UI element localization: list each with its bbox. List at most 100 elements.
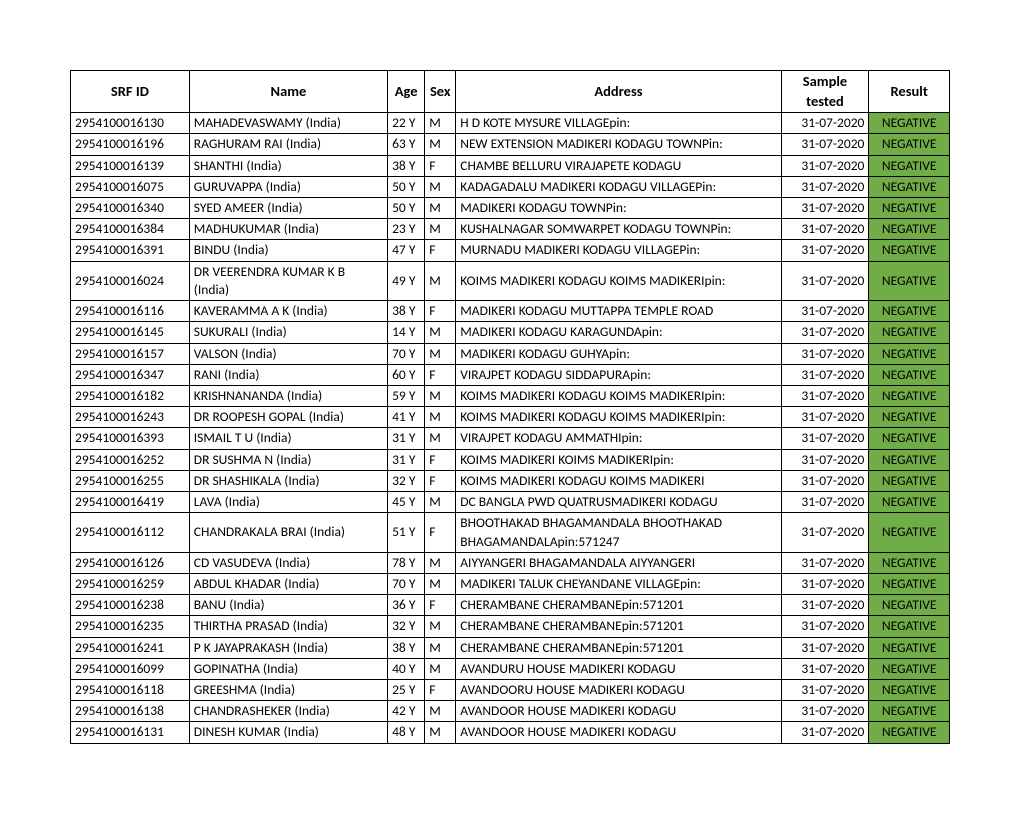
table-row: 2954100016138CHANDRASHEKER (India)42 YMA…: [71, 701, 950, 722]
cell-srf: 2954100016130: [71, 113, 190, 134]
cell-result: NEGATIVE: [869, 219, 950, 240]
cell-sex: M: [425, 407, 456, 428]
cell-name: SYED AMEER (India): [189, 198, 387, 219]
cell-age: 42 Y: [388, 701, 425, 722]
cell-sex: M: [425, 385, 456, 406]
cell-age: 41 Y: [388, 407, 425, 428]
cell-name: CHANDRASHEKER (India): [189, 701, 387, 722]
cell-address: MADIKERI KODAGU MUTTAPPA TEMPLE ROAD: [456, 301, 781, 322]
cell-result: NEGATIVE: [869, 470, 950, 491]
cell-srf: 2954100016139: [71, 155, 190, 176]
table-row: 2954100016393ISMAIL T U (India)31 YMVIRA…: [71, 428, 950, 449]
table-row: 2954100016075GURUVAPPA (India)50 YMKADAG…: [71, 176, 950, 197]
cell-age: 31 Y: [388, 428, 425, 449]
cell-name: DINESH KUMAR (India): [189, 722, 387, 743]
cell-address: MADIKERI KODAGU TOWNPin:: [456, 198, 781, 219]
cell-srf: 2954100016126: [71, 552, 190, 573]
cell-address: CHERAMBANE CHERAMBANEpin:571201: [456, 637, 781, 658]
table-row: 2954100016099GOPINATHA (India)40 YMAVAND…: [71, 658, 950, 679]
cell-address: NEW EXTENSION MADIKERI KODAGU TOWNPin:: [456, 134, 781, 155]
col-header-age: Age: [388, 71, 425, 113]
cell-srf: 2954100016112: [71, 513, 190, 552]
col-header-srf: SRF ID: [71, 71, 190, 113]
cell-srf: 2954100016259: [71, 573, 190, 594]
cell-srf: 2954100016024: [71, 261, 190, 300]
cell-name: BANU (India): [189, 595, 387, 616]
table-row: 2954100016391BINDU (India)47 YFMURNADU M…: [71, 240, 950, 261]
cell-srf: 2954100016340: [71, 198, 190, 219]
cell-address: MADIKERI TALUK CHEYANDANE VILLAGEpin:: [456, 573, 781, 594]
cell-sex: M: [425, 428, 456, 449]
cell-result: NEGATIVE: [869, 573, 950, 594]
cell-address: KADAGADALU MADIKERI KODAGU VILLAGEPin:: [456, 176, 781, 197]
cell-sample-date: 31-07-2020: [781, 113, 869, 134]
cell-age: 22 Y: [388, 113, 425, 134]
cell-srf: 2954100016419: [71, 492, 190, 513]
cell-result: NEGATIVE: [869, 595, 950, 616]
cell-sex: F: [425, 595, 456, 616]
cell-sex: M: [425, 616, 456, 637]
cell-result: NEGATIVE: [869, 155, 950, 176]
cell-sex: F: [425, 513, 456, 552]
cell-result: NEGATIVE: [869, 343, 950, 364]
cell-result: NEGATIVE: [869, 701, 950, 722]
col-header-name: Name: [189, 71, 387, 113]
table-row: 2954100016130MAHADEVASWAMY (India)22 YMH…: [71, 113, 950, 134]
cell-sex: M: [425, 198, 456, 219]
cell-result: NEGATIVE: [869, 261, 950, 300]
table-row: 2954100016259ABDUL KHADAR (India)70 YMMA…: [71, 573, 950, 594]
cell-name: ISMAIL T U (India): [189, 428, 387, 449]
cell-address: KOIMS MADIKERI KOIMS MADIKERIpin:: [456, 449, 781, 470]
cell-address: MADIKERI KODAGU KARAGUNDApin:: [456, 322, 781, 343]
cell-sex: M: [425, 113, 456, 134]
cell-result: NEGATIVE: [869, 552, 950, 573]
cell-address: CHERAMBANE CHERAMBANEpin:571201: [456, 595, 781, 616]
cell-result: NEGATIVE: [869, 198, 950, 219]
cell-age: 25 Y: [388, 680, 425, 701]
cell-sex: M: [425, 343, 456, 364]
cell-age: 47 Y: [388, 240, 425, 261]
cell-age: 32 Y: [388, 470, 425, 491]
table-row: 2954100016238BANU (India)36 YFCHERAMBANE…: [71, 595, 950, 616]
cell-srf: 2954100016347: [71, 364, 190, 385]
cell-sex: M: [425, 322, 456, 343]
cell-result: NEGATIVE: [869, 407, 950, 428]
cell-address: AVANDOOR HOUSE MADIKERI KODAGU: [456, 701, 781, 722]
cell-age: 50 Y: [388, 176, 425, 197]
cell-name: GOPINATHA (India): [189, 658, 387, 679]
cell-srf: 2954100016145: [71, 322, 190, 343]
cell-address: AVANDURU HOUSE MADIKERI KODAGU: [456, 658, 781, 679]
cell-sample-date: 31-07-2020: [781, 470, 869, 491]
cell-age: 38 Y: [388, 301, 425, 322]
table-row: 2954100016182KRISHNANANDA (India)59 YMKO…: [71, 385, 950, 406]
cell-name: GURUVAPPA (India): [189, 176, 387, 197]
cell-name: RANI (India): [189, 364, 387, 385]
cell-sample-date: 31-07-2020: [781, 680, 869, 701]
cell-address: KOIMS MADIKERI KODAGU KOIMS MADIKERIpin:: [456, 261, 781, 300]
cell-name: ABDUL KHADAR (India): [189, 573, 387, 594]
cell-name: MADHUKUMAR (India): [189, 219, 387, 240]
cell-result: NEGATIVE: [869, 616, 950, 637]
cell-sample-date: 31-07-2020: [781, 701, 869, 722]
cell-age: 45 Y: [388, 492, 425, 513]
cell-address: H D KOTE MYSURE VILLAGEpin:: [456, 113, 781, 134]
cell-age: 23 Y: [388, 219, 425, 240]
cell-sex: F: [425, 680, 456, 701]
cell-sample-date: 31-07-2020: [781, 364, 869, 385]
cell-result: NEGATIVE: [869, 428, 950, 449]
cell-sex: F: [425, 155, 456, 176]
cell-name: DR ROOPESH GOPAL (India): [189, 407, 387, 428]
cell-address: KUSHALNAGAR SOMWARPET KODAGU TOWNPin:: [456, 219, 781, 240]
cell-sample-date: 31-07-2020: [781, 637, 869, 658]
table-header-row: SRF ID Name Age Sex Address Sample teste…: [71, 71, 950, 113]
table-row: 2954100016340SYED AMEER (India)50 YMMADI…: [71, 198, 950, 219]
cell-sample-date: 31-07-2020: [781, 198, 869, 219]
cell-name: SHANTHI (India): [189, 155, 387, 176]
table-row: 2954100016145SUKURALI (India)14 YMMADIKE…: [71, 322, 950, 343]
cell-result: NEGATIVE: [869, 680, 950, 701]
cell-address: DC BANGLA PWD QUATRUSMADIKERI KODAGU: [456, 492, 781, 513]
cell-result: NEGATIVE: [869, 134, 950, 155]
table-row: 2954100016347RANI (India)60 YFVIRAJPET K…: [71, 364, 950, 385]
cell-sample-date: 31-07-2020: [781, 492, 869, 513]
cell-address: AVANDOORU HOUSE MADIKERI KODAGU: [456, 680, 781, 701]
